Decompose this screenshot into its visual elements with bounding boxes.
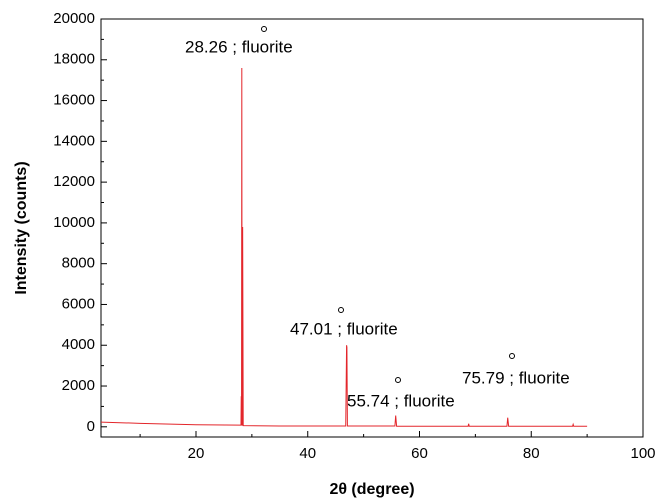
y-tick-label: 16000 (53, 92, 95, 109)
y-tick-label: 12000 (53, 173, 95, 190)
annotation-marker (338, 307, 344, 313)
annotation-marker (261, 26, 267, 32)
y-tick-label: 20000 (53, 10, 95, 27)
y-tick-label: 14000 (53, 132, 95, 149)
x-axis-label: 2θ (degree) (329, 481, 414, 498)
y-tick-label: 18000 (53, 51, 95, 68)
x-tick-label: 40 (299, 445, 316, 462)
y-tick-label: 8000 (62, 255, 95, 272)
y-tick-label: 4000 (62, 336, 95, 353)
annotation-marker (395, 377, 401, 383)
annotation: 75.79 ; fluorite (462, 368, 570, 387)
y-tick-label: 0 (87, 418, 95, 435)
annotation: 55.74 ; fluorite (347, 391, 455, 410)
y-axis-label: Intensity (counts) (13, 161, 30, 294)
y-tick-label: 6000 (62, 295, 95, 312)
annotation-markers (261, 26, 515, 383)
annotation: 47.01 ; fluorite (290, 319, 398, 338)
x-tick-label: 80 (523, 445, 540, 462)
plot-frame (100, 18, 644, 438)
x-tick-label: 60 (411, 445, 428, 462)
annotation: 28.26 ; fluorite (185, 37, 293, 56)
x-tick-label: 20 (188, 445, 205, 462)
data-line (100, 67, 588, 427)
annotation-marker (509, 353, 515, 359)
y-tick-label: 10000 (53, 214, 95, 231)
x-tick-label: 100 (630, 445, 655, 462)
y-tick-label: 2000 (62, 377, 95, 394)
